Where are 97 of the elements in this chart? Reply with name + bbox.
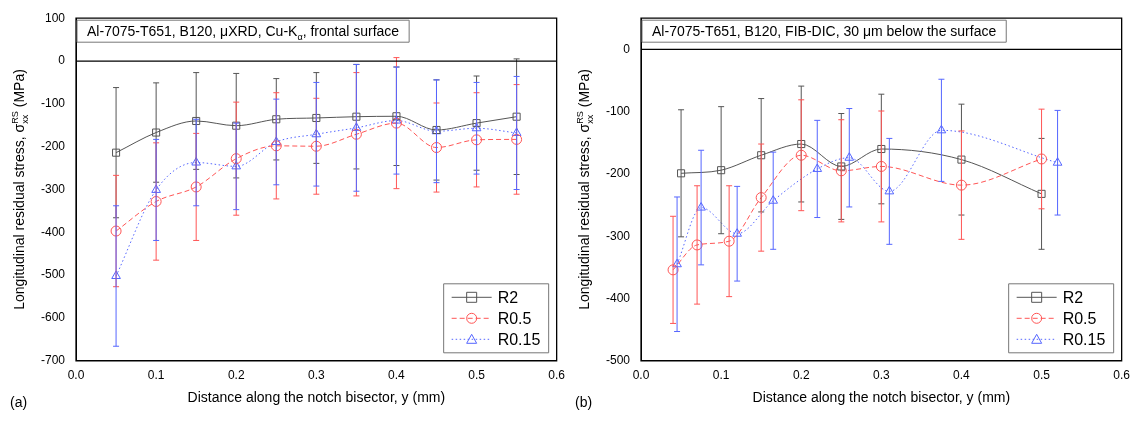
point bbox=[877, 144, 886, 154]
x-tick-label: 0.2 bbox=[792, 368, 810, 383]
point bbox=[797, 139, 806, 149]
y-tick-label: -400 bbox=[605, 290, 631, 305]
point bbox=[1036, 153, 1048, 165]
point bbox=[190, 181, 202, 193]
point bbox=[311, 128, 322, 138]
x-tick-label: 0.4 bbox=[388, 368, 406, 383]
y-tick-label: -300 bbox=[605, 228, 631, 243]
point bbox=[232, 121, 241, 130]
point bbox=[795, 149, 807, 161]
point bbox=[757, 151, 766, 160]
point bbox=[723, 235, 735, 247]
point bbox=[672, 258, 682, 268]
y-tick-label: -100 bbox=[40, 96, 66, 111]
point bbox=[844, 152, 855, 161]
point bbox=[191, 157, 202, 166]
point bbox=[696, 202, 706, 211]
point bbox=[677, 169, 686, 178]
point bbox=[957, 155, 966, 164]
y-tick-label: -100 bbox=[605, 103, 631, 118]
legend-label: R2 bbox=[497, 288, 519, 306]
point bbox=[352, 112, 361, 121]
point bbox=[351, 122, 362, 131]
x-axis-title: Distance along the notch bisector, y (mm) bbox=[187, 389, 446, 406]
point bbox=[472, 119, 481, 128]
y-tick-label: -300 bbox=[40, 181, 66, 196]
point bbox=[755, 192, 767, 204]
y-tick-label: -600 bbox=[40, 310, 66, 325]
y-tick-label: -200 bbox=[605, 166, 631, 181]
text: (a) bbox=[10, 394, 28, 410]
y-tick-label: 0 bbox=[58, 53, 66, 68]
point bbox=[875, 160, 887, 172]
x-tick-label: 0.5 bbox=[468, 368, 486, 383]
point bbox=[310, 140, 322, 152]
legend-label: R0.15 bbox=[1062, 330, 1106, 348]
point bbox=[835, 165, 847, 177]
x-tick-label: 0.6 bbox=[548, 368, 566, 383]
x-tick-label: 0.5 bbox=[1033, 368, 1051, 383]
x-tick-label: 0.6 bbox=[1113, 368, 1131, 383]
point bbox=[717, 166, 726, 175]
y-tick-label: 100 bbox=[44, 10, 66, 25]
point bbox=[812, 163, 823, 172]
point bbox=[1052, 157, 1063, 166]
x-tick-label: 0.0 bbox=[632, 368, 650, 383]
chart-title: Al-7075-T651, B120, FIB-DIC, 30 μm below the surface bbox=[652, 23, 997, 40]
point bbox=[1037, 189, 1046, 198]
y-axis-title: Longitudinal residual stress, σxxRS (MPa) bbox=[10, 69, 31, 310]
x-tick-label: 0.3 bbox=[307, 368, 325, 383]
point bbox=[511, 127, 522, 136]
y-tick-label: 0 bbox=[623, 41, 631, 56]
point bbox=[512, 112, 521, 121]
y-tick-label: -700 bbox=[40, 353, 66, 368]
point bbox=[111, 270, 121, 280]
legend-label: R0.15 bbox=[497, 330, 541, 348]
point bbox=[350, 128, 362, 140]
x-tick-label: 0.0 bbox=[67, 368, 85, 383]
point bbox=[192, 116, 201, 126]
point bbox=[272, 115, 281, 124]
x-tick-label: 0.1 bbox=[147, 368, 165, 383]
legend-label: R0.5 bbox=[497, 309, 532, 327]
point bbox=[110, 225, 122, 237]
point bbox=[884, 185, 895, 195]
x-tick-label: 0.1 bbox=[712, 368, 730, 383]
point bbox=[691, 239, 703, 251]
point bbox=[271, 136, 282, 145]
point bbox=[150, 195, 162, 207]
point bbox=[768, 195, 779, 204]
legend-label: R2 bbox=[1062, 288, 1084, 306]
y-tick-label: -500 bbox=[605, 353, 631, 368]
point bbox=[151, 184, 161, 193]
point bbox=[231, 160, 242, 170]
y-axis-title: Longitudinal residual stress, σxxRS (MPa) bbox=[575, 69, 596, 310]
point bbox=[270, 140, 282, 152]
point bbox=[732, 228, 742, 237]
point bbox=[112, 148, 121, 157]
point bbox=[667, 264, 679, 276]
y-tick-label: -400 bbox=[40, 224, 66, 239]
point bbox=[471, 122, 482, 132]
point bbox=[936, 124, 947, 134]
point bbox=[431, 142, 442, 154]
point bbox=[312, 113, 321, 123]
point bbox=[511, 133, 523, 145]
point bbox=[390, 117, 402, 129]
x-axis-title: Distance along the notch bisector, y (mm) bbox=[752, 389, 1011, 406]
y-tick-label: -200 bbox=[40, 138, 66, 153]
x-tick-label: 0.2 bbox=[227, 368, 245, 383]
point bbox=[152, 128, 161, 137]
point bbox=[955, 179, 967, 191]
y-tick-label: -500 bbox=[40, 267, 66, 282]
point bbox=[837, 162, 846, 171]
text: (b) bbox=[575, 394, 593, 410]
point bbox=[230, 153, 242, 165]
legend-label: R0.5 bbox=[1062, 309, 1097, 327]
x-tick-label: 0.4 bbox=[953, 368, 971, 383]
x-tick-label: 0.3 bbox=[872, 368, 890, 383]
point bbox=[471, 134, 483, 146]
